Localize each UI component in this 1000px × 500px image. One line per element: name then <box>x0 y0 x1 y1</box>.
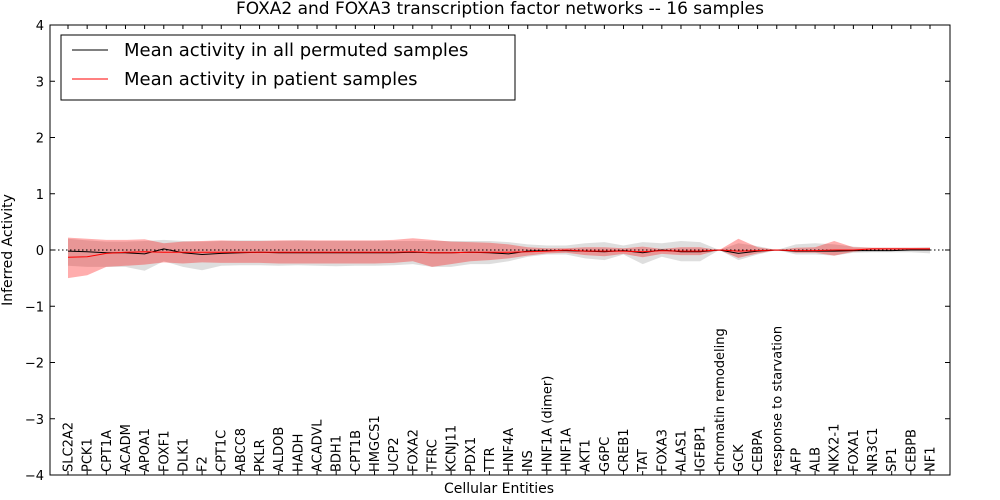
x-tick-label: ALDOB <box>272 427 287 472</box>
x-tick-label: response to starvation <box>770 326 785 472</box>
x-tick-label: CEBPA <box>751 430 766 472</box>
x-tick-label: F2 <box>196 456 211 472</box>
y-tick-label: −4 <box>25 469 44 484</box>
y-tick-label: −2 <box>25 357 44 372</box>
x-tick-label: GCK <box>732 444 747 472</box>
x-tick-label: PDX1 <box>464 437 479 472</box>
y-tick-label: 0 <box>36 244 44 259</box>
x-tick-label: SP1 <box>885 448 900 472</box>
x-tick-label: TFRC <box>426 439 441 473</box>
x-tick-label: G6PC <box>598 437 613 472</box>
x-tick-label: BDH1 <box>330 435 345 472</box>
x-tick-label: TAT <box>636 449 651 473</box>
y-axis-label: Inferred Activity <box>0 194 16 306</box>
y-tick-label: 2 <box>36 132 44 147</box>
y-tick-label: −1 <box>25 300 44 315</box>
x-tick-label: FOXA2 <box>406 429 421 472</box>
x-tick-label: FOXA1 <box>847 429 862 472</box>
x-tick-label: HNF1A <box>560 428 575 472</box>
x-tick-label: NKX2-1 <box>828 424 843 472</box>
y-tick-label: 4 <box>36 19 44 34</box>
x-tick-label: AFP <box>789 448 804 472</box>
x-tick-label: SLC2A2 <box>62 422 77 472</box>
legend-entry-patient-label: Mean activity in patient samples <box>124 69 418 90</box>
legend-entry-permuted-label: Mean activity in all permuted samples <box>124 40 468 61</box>
x-tick-label: INS <box>521 450 536 472</box>
x-tick-label: FOXA3 <box>655 429 670 472</box>
x-tick-label: TTR <box>483 447 498 473</box>
x-tick-label: CPT1A <box>100 430 115 472</box>
x-tick-label: KCNJ11 <box>445 425 460 472</box>
x-tick-label: ALB <box>809 447 824 472</box>
x-tick-label: NR3C1 <box>866 428 881 472</box>
x-tick-label: ACADVL <box>311 419 326 472</box>
x-tick-label: CREB1 <box>617 428 632 472</box>
x-tick-label: UCP2 <box>387 437 402 472</box>
patient-mean-line <box>67 248 930 258</box>
x-tick-label: DLK1 <box>176 438 191 472</box>
patient-range-band <box>68 237 930 279</box>
y-tick-label: 1 <box>36 188 44 203</box>
x-tick-label: CPT1C <box>215 430 230 472</box>
x-tick-label: HNF1A (dimer) <box>540 376 555 472</box>
x-tick-label: HMGCS1 <box>368 415 383 472</box>
y-tick-label: −3 <box>25 413 44 428</box>
x-tick-label: CPT1B <box>349 430 364 472</box>
x-tick-label: PCK1 <box>81 438 96 472</box>
legend-box <box>60 34 516 101</box>
x-tick-label: HNF4A <box>502 428 517 472</box>
chart-title: FOXA2 and FOXA3 transcription factor net… <box>236 0 764 19</box>
permuted-range-band <box>68 238 930 271</box>
x-tick-label: ABCC8 <box>234 428 249 472</box>
x-tick-label: FOXF1 <box>157 430 172 472</box>
x-tick-label: ALAS1 <box>675 430 690 472</box>
x-tick-label: NF1 <box>924 447 939 472</box>
x-tick-label: HADH <box>291 434 306 472</box>
x-tick-label: chromatin remodeling <box>713 328 728 472</box>
x-tick-label: IGFBP1 <box>694 426 709 472</box>
x-tick-label: APOA1 <box>138 428 153 472</box>
x-tick-label: PKLR <box>253 439 268 472</box>
y-tick-label: 3 <box>36 75 44 90</box>
x-tick-label: ACADM <box>119 424 134 472</box>
x-axis-label: Cellular Entities <box>444 481 554 497</box>
x-tick-label: AKT1 <box>579 439 594 472</box>
x-tick-label: CEBPB <box>904 429 919 472</box>
